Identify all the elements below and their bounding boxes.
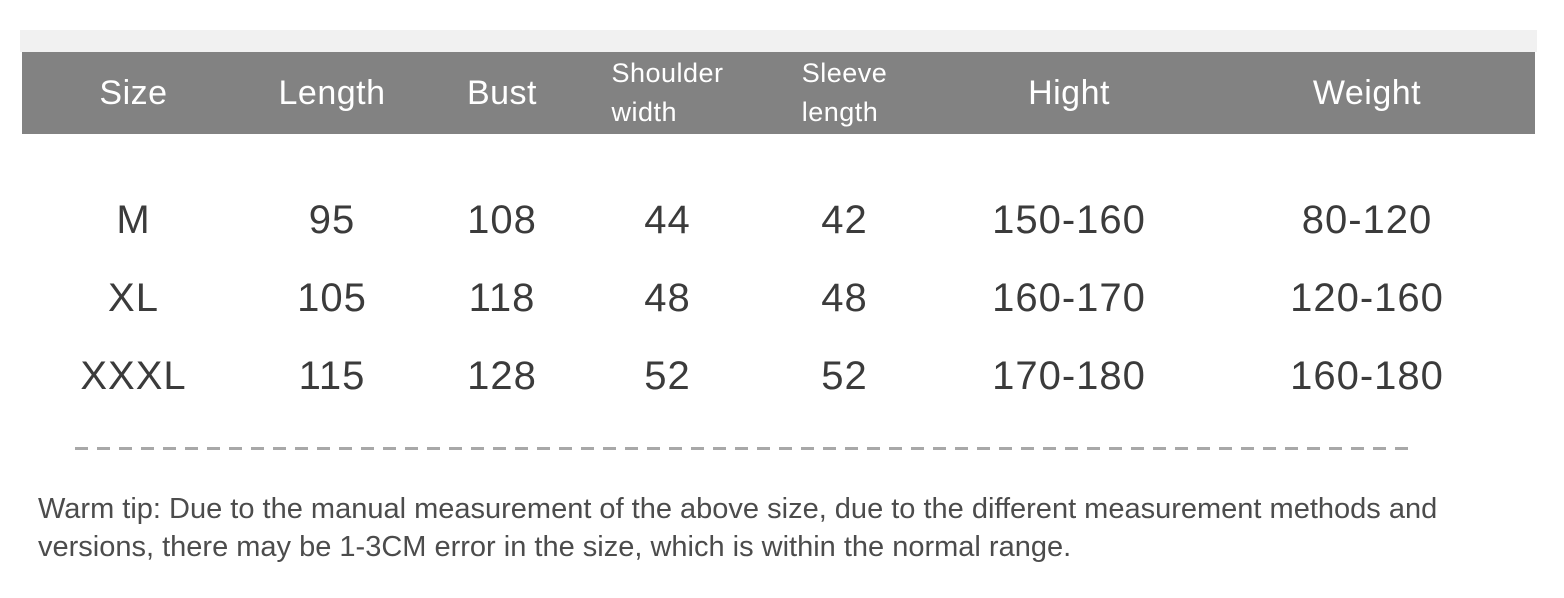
- column-header-bust: Bust: [419, 52, 585, 134]
- column-header-label: Shoulder width: [611, 57, 724, 127]
- table-body: M 95 108 44 42 150-160 80-120 XL 105 118…: [22, 181, 1535, 415]
- cell-weight: 120-160: [1290, 275, 1444, 320]
- warm-tip-note: Warm tip: Due to the manual measurement …: [38, 493, 1438, 564]
- cell-length: 115: [298, 353, 366, 398]
- column-header-label: Hight: [1028, 73, 1110, 112]
- table-row-xl: XL 105 118 48 48 160-170 120-160: [22, 259, 1535, 337]
- column-header-label: Sleeve length: [801, 57, 888, 127]
- column-header-hight: Hight: [939, 52, 1199, 134]
- column-header-shoulder-width: Shoulder width: [585, 52, 750, 134]
- cell-bust: 118: [468, 275, 536, 320]
- cell-hight: 150-160: [992, 197, 1146, 242]
- column-header-label: Weight: [1312, 73, 1422, 112]
- cell-size: XL: [108, 275, 159, 320]
- cell-length: 95: [308, 197, 356, 242]
- column-header-sleeve-length: Sleeve length: [750, 52, 939, 134]
- table-header: Size Length Bust Shoulder width Sleeve l…: [22, 52, 1535, 134]
- top-strip-decoration: [20, 30, 1537, 52]
- cell-size: XXXL: [80, 353, 187, 398]
- cell-weight: 160-180: [1290, 353, 1444, 398]
- dashed-divider: [75, 447, 1413, 450]
- cell-shoulder-width: 52: [644, 353, 691, 398]
- column-header-label: Bust: [466, 73, 538, 112]
- cell-sleeve-length: 42: [821, 197, 868, 242]
- column-header-length: Length: [245, 52, 419, 134]
- column-header-size: Size: [22, 52, 245, 134]
- cell-bust: 108: [467, 197, 537, 242]
- column-header-weight: Weight: [1199, 52, 1535, 134]
- column-header-label: Length: [278, 73, 386, 112]
- cell-bust: 128: [467, 353, 537, 398]
- cell-hight: 160-170: [992, 275, 1146, 320]
- cell-shoulder-width: 48: [644, 275, 691, 320]
- table-row-m: M 95 108 44 42 150-160 80-120: [22, 181, 1535, 259]
- cell-sleeve-length: 52: [821, 353, 868, 398]
- cell-size: M: [116, 197, 151, 242]
- cell-weight: 80-120: [1301, 197, 1433, 242]
- table-row-xxxl: XXXL 115 128 52 52 170-180 160-180: [22, 337, 1535, 415]
- cell-length: 105: [297, 275, 367, 320]
- cell-sleeve-length: 48: [821, 275, 868, 320]
- cell-shoulder-width: 44: [644, 197, 691, 242]
- column-header-label: Size: [99, 73, 168, 112]
- cell-hight: 170-180: [992, 353, 1146, 398]
